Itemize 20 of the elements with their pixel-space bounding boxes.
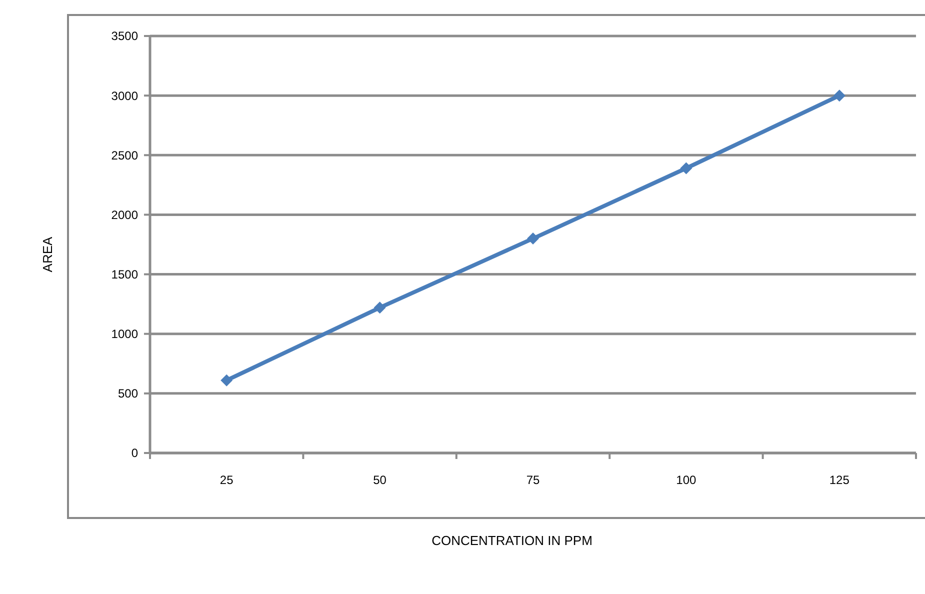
y-tick-label: 3500 <box>111 29 138 44</box>
point <box>527 232 539 245</box>
y-tick-label: 500 <box>118 386 138 401</box>
point <box>680 162 692 174</box>
y-tick-label: 0 <box>131 446 138 460</box>
point <box>374 302 386 314</box>
x-tick-label: 25 <box>220 473 234 487</box>
x-tick-label: 125 <box>829 473 850 487</box>
x-tick-label: 100 <box>676 473 697 487</box>
x-tick-label: 75 <box>526 473 540 487</box>
point <box>833 90 846 102</box>
x-tick-label: 50 <box>373 473 387 487</box>
y-tick-label: 1000 <box>111 327 138 342</box>
y-tick-label: 2500 <box>111 148 138 162</box>
y-tick-label: 2000 <box>111 208 138 222</box>
point <box>220 374 233 386</box>
y-tick-label: 3000 <box>111 88 138 103</box>
x-axis-title: CONCENTRATION IN PPM <box>432 533 592 548</box>
y-tick-label: 1500 <box>111 267 138 282</box>
y-axis-title: AREA <box>40 236 55 272</box>
